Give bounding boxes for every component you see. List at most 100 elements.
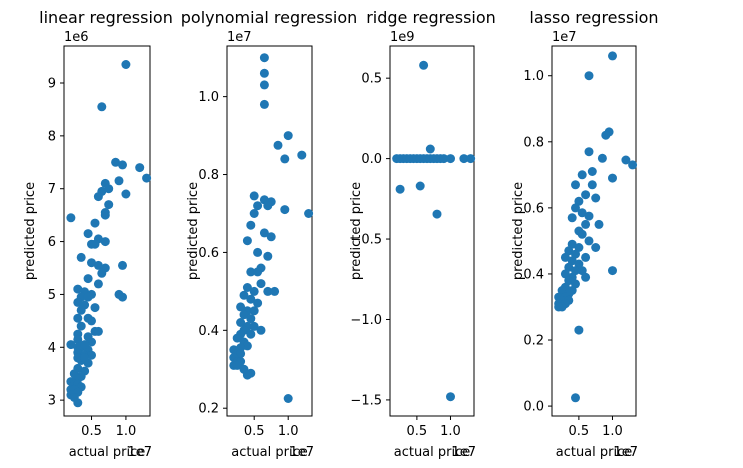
data-point [118,260,127,270]
data-point [73,398,83,408]
data-point [273,140,283,150]
data-point [425,144,435,154]
data-point [114,176,124,186]
y-offset-label: 1e9 [390,30,415,45]
data-point [259,68,269,78]
data-point [415,181,425,191]
data-point [100,208,110,217]
data-point [608,51,617,61]
data-point [104,200,114,210]
data-point [93,279,103,289]
data-point [259,53,269,63]
x-axis-label: actual price [556,445,633,460]
data-point [118,160,127,170]
data-point [574,325,584,335]
y-tick-label: −1.5 [350,393,382,408]
y-tick-label: 0.5 [361,72,382,87]
data-point [242,283,252,292]
data-point [93,326,103,336]
data-point [597,153,607,163]
data-point [253,247,263,257]
data-point [259,99,269,109]
data-point [73,334,83,344]
data-point [432,209,442,219]
y-tick-label: 1.0 [523,69,544,84]
data-point [571,180,580,190]
data-point [628,160,638,170]
data-point [587,167,597,176]
y-tick-label: 4 [48,341,56,356]
data-point [304,209,314,218]
data-point [80,340,90,350]
data-point [104,184,114,194]
data-point [439,154,449,164]
axes-frame [226,45,313,417]
data-point [577,266,587,276]
x-offset-label: 1e7 [451,445,476,460]
chart-title: ridge regression [366,8,496,27]
data-point [93,260,103,270]
data-point [446,154,455,164]
data-point [73,297,83,307]
data-point [246,220,256,230]
y-tick-label: 0.4 [198,324,219,339]
y-axis-label: predicted price [186,182,201,280]
y-tick-label: 3 [48,394,56,409]
x-axis-label: actual price [231,445,308,460]
data-point [270,286,280,296]
data-point [249,191,259,201]
y-axis-label: predicted price [511,182,526,280]
data-point [280,205,290,215]
data-point [591,243,601,252]
data-point [608,266,617,276]
x-tick-label: 0.5 [407,424,428,439]
y-tick-label: −0.5 [350,233,382,248]
y-tick-label: 8 [48,129,56,144]
y-tick-label: 6 [48,235,56,250]
data-point [571,266,580,276]
y-tick-label: 0.6 [198,246,219,261]
data-point [587,180,597,190]
data-point [601,130,611,140]
data-point [280,154,290,164]
data-point [263,286,273,296]
data-point [567,213,577,223]
data-point [263,201,273,211]
data-point [581,272,591,282]
y-tick-label: 9 [48,77,56,92]
y-tick-label: 5 [48,288,56,303]
data-point [87,350,96,360]
data-point [246,314,256,324]
data-point [142,173,152,183]
data-point [121,189,131,199]
data-point [135,163,145,173]
x-axis-label: actual price [394,445,471,460]
data-point [466,154,476,164]
x-offset-label: 1e7 [127,445,152,460]
data-point [236,318,246,327]
chart-title: lasso regression [529,8,658,27]
y-tick-label: 0.2 [198,402,219,417]
data-point [608,173,617,183]
data-point [560,252,570,262]
data-point [584,71,594,81]
data-point [242,236,252,246]
x-offset-label: 1e7 [613,445,638,460]
data-point [584,211,594,221]
data-point [246,267,256,277]
data-point [256,325,266,335]
y-offset-label: 1e6 [64,30,89,45]
x-tick-label: 0.5 [569,424,590,439]
data-point [283,131,293,141]
data-point [571,203,580,213]
data-point [87,337,96,347]
data-point [263,251,273,261]
y-tick-label: 0.6 [523,201,544,216]
data-point [90,239,100,249]
data-point [66,213,76,223]
x-axis-label: actual price [69,445,146,460]
data-point [581,219,591,229]
data-point [560,269,570,279]
data-point [76,252,86,262]
